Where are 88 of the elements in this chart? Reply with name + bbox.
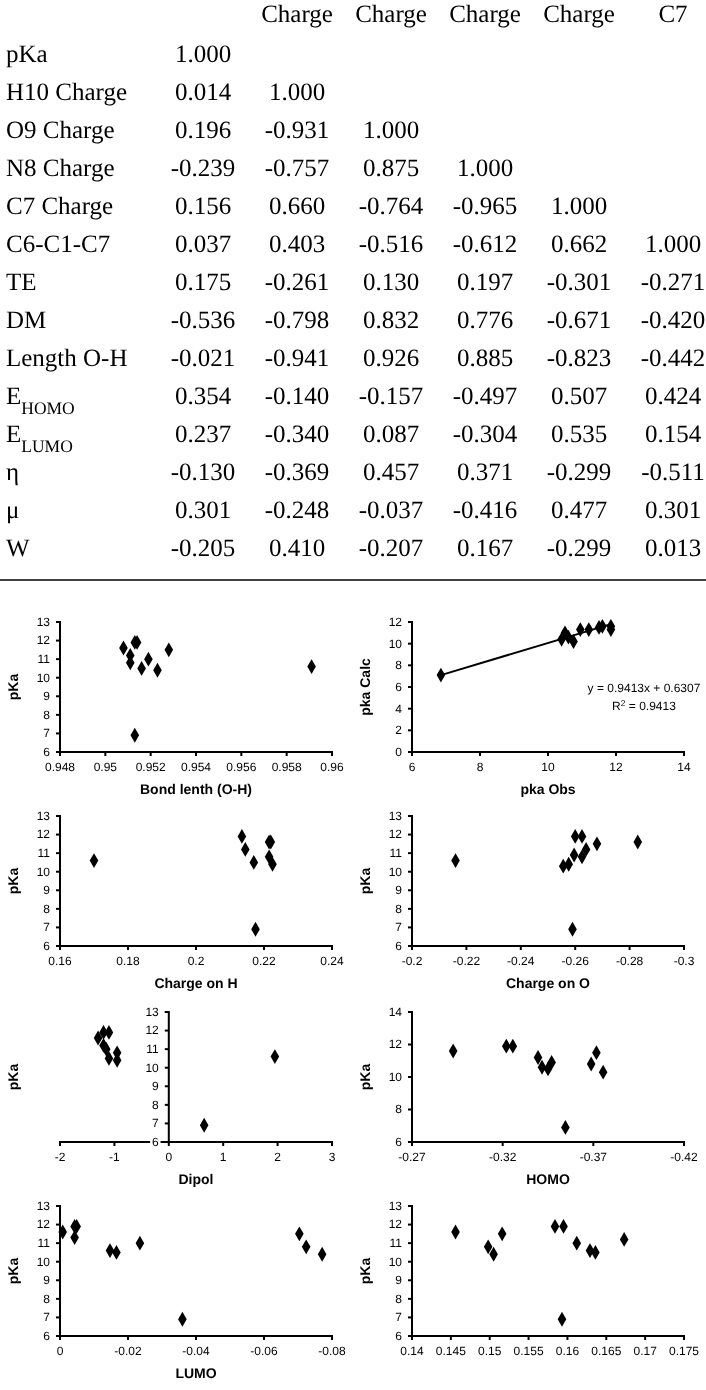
data-label: 0.371: [456, 458, 514, 486]
y-tick-label: Length O-H: [6, 344, 128, 372]
y-tick-label: C7 Charge: [6, 192, 115, 220]
data-label: -0.516: [358, 230, 424, 258]
data-label: 0.776: [456, 306, 514, 334]
data-label: 0.130: [362, 268, 420, 296]
y-tick-label: DM: [6, 306, 47, 334]
data-label: -0.511: [641, 458, 705, 486]
y-tick-label: E$_{LUMO}$: [6, 420, 73, 456]
data-label: -0.301: [546, 268, 612, 296]
data-label: -0.205: [170, 534, 236, 562]
x-tick-label: Charge: [355, 0, 428, 28]
data-label: 0.354: [174, 382, 233, 410]
data-label: -0.299: [546, 458, 612, 486]
data-label: 0.037: [174, 230, 232, 258]
data-label: -0.612: [452, 230, 518, 258]
data-label: -0.037: [358, 496, 424, 524]
data-label: 0.424: [644, 382, 703, 410]
data-label: -0.420: [640, 306, 706, 334]
data-label: 0.154: [644, 420, 703, 448]
data-label: -0.798: [264, 306, 330, 334]
data-label: -0.965: [452, 192, 518, 220]
data-label: 0.013: [644, 534, 702, 562]
x-tick-label: Charge: [449, 0, 522, 28]
data-label: -0.941: [264, 344, 330, 372]
data-label: -0.239: [170, 154, 236, 182]
y-tick-label: μ: [6, 496, 20, 524]
data-label: 1.000: [362, 116, 420, 144]
data-label: 0.301: [174, 496, 232, 524]
data-label: 0.885: [456, 344, 514, 372]
y-tick-label: pKa: [6, 40, 49, 68]
data-label: 0.535: [550, 420, 608, 448]
data-label: 0.477: [550, 496, 608, 524]
data-label: 0.926: [362, 344, 420, 372]
data-label: -0.757: [264, 154, 330, 182]
x-tick-label: Charge: [261, 0, 334, 28]
y-tick-label: H10 Charge: [6, 78, 128, 106]
data-label: -0.340: [264, 420, 330, 448]
data-label: 1.000: [456, 154, 514, 182]
y-tick-label: O9 Charge: [6, 116, 116, 144]
data-label: -0.304: [452, 420, 519, 448]
y-tick-label: C6-C1-C7: [6, 230, 111, 258]
data-label: -0.671: [546, 306, 612, 334]
data-label: 0.403: [268, 230, 326, 258]
data-label: 0.197: [456, 268, 514, 296]
x-tick-label: C7: [658, 0, 688, 28]
data-label: -0.536: [170, 306, 236, 334]
data-label: -0.207: [358, 534, 424, 562]
data-label: -0.931: [264, 116, 330, 144]
data-label: -0.271: [640, 268, 706, 296]
data-label: 0.175: [174, 268, 232, 296]
data-label: 0.507: [550, 382, 608, 410]
data-label: 1.000: [644, 230, 702, 258]
data-label: 0.196: [174, 116, 232, 144]
y-tick-label: E$_{HOMO}$: [6, 382, 75, 418]
data-label: -0.261: [264, 268, 330, 296]
y-tick-label: W: [6, 534, 30, 562]
data-label: 0.875: [362, 154, 420, 182]
data-label: 1.000: [268, 78, 326, 106]
data-label: -0.130: [170, 458, 236, 486]
data-label: -0.416: [452, 496, 518, 524]
y-tick-label: N8 Charge: [6, 154, 116, 182]
data-label: 0.301: [644, 496, 702, 524]
data-label: -0.299: [546, 534, 612, 562]
data-label: 0.662: [550, 230, 608, 258]
data-label: -0.497: [452, 382, 518, 410]
data-label: 0.014: [174, 78, 233, 106]
data-label: -0.021: [170, 344, 236, 372]
data-label: 0.237: [174, 420, 232, 448]
data-label: -0.140: [264, 382, 330, 410]
data-label: 1.000: [174, 40, 232, 68]
data-label: -0.823: [546, 344, 612, 372]
data-label: 0.457: [362, 458, 420, 486]
y-tick-label: TE: [6, 268, 38, 296]
data-label: -0.248: [264, 496, 330, 524]
data-label: 0.156: [174, 192, 232, 220]
data-label: 0.087: [362, 420, 420, 448]
data-label: -0.442: [640, 344, 706, 372]
data-label: 0.167: [456, 534, 514, 562]
data-label: -0.369: [264, 458, 330, 486]
data-label: 0.410: [268, 534, 326, 562]
data-label: -0.157: [358, 382, 424, 410]
y-tick-label: η: [6, 458, 20, 486]
data-label: -0.764: [358, 192, 425, 220]
x-tick-label: Charge: [543, 0, 616, 28]
data-label: 1.000: [550, 192, 608, 220]
data-label: 0.660: [268, 192, 326, 220]
data-label: 0.832: [362, 306, 420, 334]
